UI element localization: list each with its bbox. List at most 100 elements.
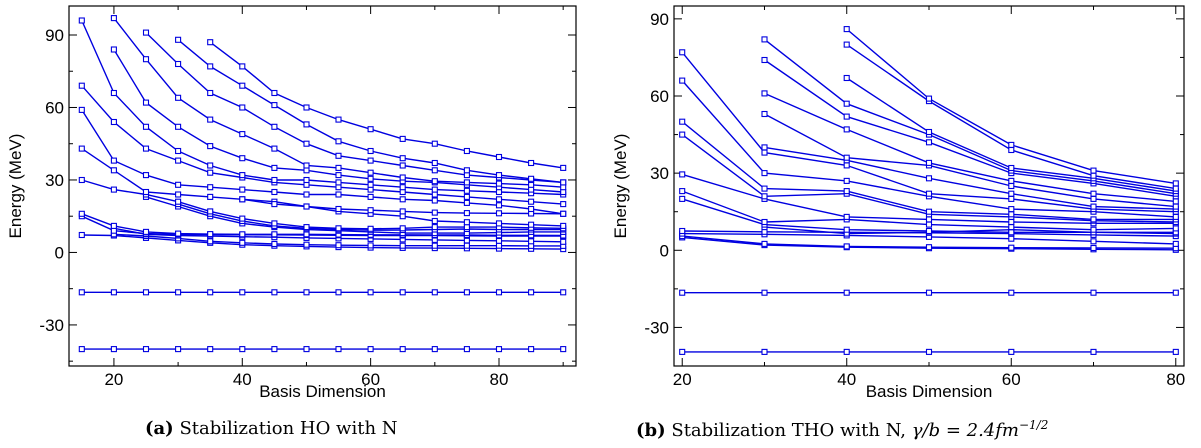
series-point [303, 176, 310, 184]
series-line-3 [81, 234, 564, 250]
series-point [1008, 229, 1015, 236]
series-point [1090, 289, 1097, 296]
series-point [303, 140, 310, 147]
series-point [303, 346, 310, 353]
series-point [925, 227, 933, 235]
series-point [207, 116, 214, 123]
series-point [528, 181, 535, 188]
series-line-17 [764, 92, 1176, 203]
series-point [399, 174, 406, 181]
series-point [110, 89, 117, 97]
series-point [463, 172, 470, 179]
series-point [431, 178, 438, 185]
series-point [431, 242, 438, 249]
series-point [303, 231, 310, 238]
series-point [843, 348, 850, 355]
series-point [1008, 235, 1015, 242]
series-point [303, 181, 310, 188]
series-point [335, 191, 342, 198]
series-point [528, 346, 535, 353]
series-point [1008, 141, 1015, 148]
series-point [335, 205, 342, 213]
series-point [142, 123, 150, 130]
series-point [175, 289, 182, 296]
series-point [110, 289, 117, 296]
series-line-15 [764, 146, 1176, 210]
series-point [207, 63, 214, 70]
series-point [271, 231, 278, 238]
series-point [207, 39, 214, 46]
x-tick-label: 80 [1166, 370, 1185, 389]
series-point [335, 179, 342, 186]
series-point [175, 36, 182, 43]
series-point [843, 100, 850, 107]
series-point [495, 196, 503, 203]
x-tick-label: 20 [104, 370, 123, 389]
series-point [78, 176, 85, 184]
series-point [1090, 195, 1097, 202]
series-point [367, 193, 374, 200]
series-point [175, 157, 182, 164]
series-point [175, 181, 182, 188]
series-point [761, 110, 768, 118]
series-point [1090, 172, 1097, 179]
series-point [142, 145, 150, 152]
series-point [303, 203, 310, 210]
chart-panel-a: 20 40 60 80 -30 0 30 60 90 Basis Dimension Energy … [6, 5, 577, 401]
series-point [175, 198, 182, 205]
series-point [925, 244, 933, 251]
series-point [399, 188, 406, 196]
series-point [78, 210, 85, 217]
series-point [239, 131, 246, 138]
y-tick-label: -30 [644, 318, 669, 337]
series-line-18 [145, 32, 564, 184]
series-line-13 [81, 109, 564, 215]
series-point [303, 241, 310, 248]
series-point [399, 242, 406, 249]
series-point [925, 190, 933, 197]
x-tick-label: 60 [1002, 370, 1021, 389]
series-point [1008, 164, 1015, 172]
y-tick-label: 30 [45, 171, 64, 190]
caption-b-text: Stabilization THO with N, [671, 420, 912, 441]
plot-frame-a [68, 5, 577, 367]
series-point [761, 90, 768, 97]
series-point [303, 162, 310, 169]
series-point [1172, 198, 1179, 205]
series-point [1008, 211, 1015, 218]
series-point [335, 225, 342, 232]
series-point [679, 195, 686, 202]
series-point [399, 213, 406, 220]
series-point [142, 289, 150, 296]
series-point [495, 172, 503, 179]
series-point [207, 193, 214, 200]
series-point [843, 26, 850, 33]
series-point [142, 99, 150, 106]
series-point [431, 289, 438, 296]
series-point [1008, 224, 1015, 231]
series-point [207, 89, 214, 97]
series-point [207, 231, 214, 238]
series-point [495, 220, 503, 227]
series-point [843, 113, 850, 120]
series-point [560, 184, 567, 191]
series-point [239, 104, 246, 111]
series-line-12 [81, 148, 564, 215]
series-line-16 [764, 113, 1176, 208]
series-point [528, 198, 535, 205]
series-point [925, 95, 933, 102]
caption-b-sup: −1/2 [1018, 418, 1049, 432]
series-point [843, 162, 850, 169]
series-point [925, 128, 933, 136]
series-point [335, 184, 342, 191]
series-point [761, 170, 768, 177]
series-point [925, 216, 933, 223]
series-point [463, 199, 470, 206]
series-point [463, 167, 470, 174]
series-point [431, 209, 438, 216]
series-point [495, 210, 503, 217]
series-point [399, 196, 406, 203]
series-point [175, 230, 182, 237]
series-group [679, 26, 1179, 355]
series-point [367, 169, 374, 176]
